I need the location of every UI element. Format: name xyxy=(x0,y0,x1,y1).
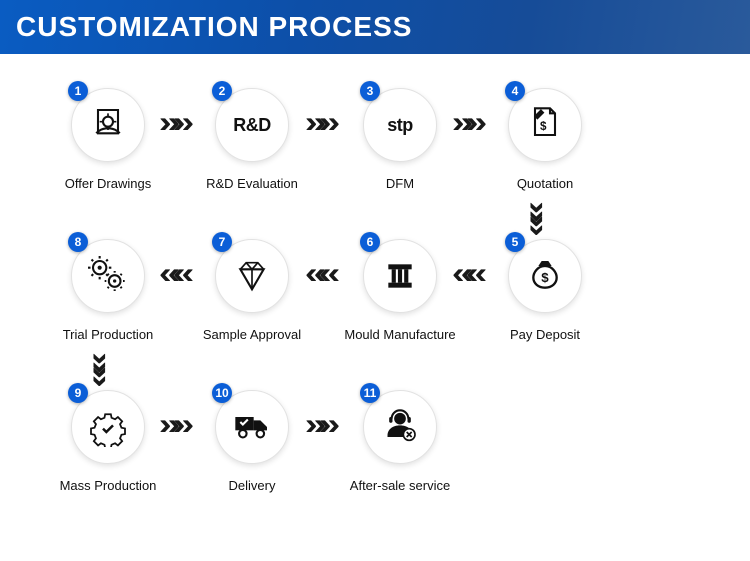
step-circle: 9 xyxy=(71,390,145,464)
step-5: 5 Pay Deposit xyxy=(490,239,600,342)
arrow-left: «« xyxy=(162,259,183,289)
arrow-left: «« xyxy=(455,259,476,289)
arrow-left: «« xyxy=(308,259,329,289)
invoice-icon xyxy=(525,105,565,145)
step-label: Sample Approval xyxy=(203,327,301,342)
step-label: Pay Deposit xyxy=(510,327,580,342)
step-7: 7 Sample Approval xyxy=(197,239,307,342)
step-label: DFM xyxy=(386,176,414,191)
step-badge: 1 xyxy=(68,81,88,101)
step-badge: 11 xyxy=(360,383,380,403)
step-circle: 10 xyxy=(215,390,289,464)
step-label: Delivery xyxy=(229,478,276,493)
step-badge: 6 xyxy=(360,232,380,252)
step-circle: 1 xyxy=(71,88,145,162)
mould-icon xyxy=(380,256,420,296)
diamond-icon xyxy=(232,256,272,296)
step-badge: 3 xyxy=(360,81,380,101)
step-badge: 2 xyxy=(212,81,232,101)
step-badge: 10 xyxy=(212,383,232,403)
support-icon xyxy=(380,407,420,447)
process-canvas: 1 Offer Drawings 2 R&D R&D Evaluation 3 … xyxy=(0,54,750,561)
arrow-right: »» xyxy=(308,410,329,440)
step-6: 6 Mould Manufacture xyxy=(345,239,455,342)
truck-icon xyxy=(232,407,272,447)
step-circle: 2 R&D xyxy=(215,88,289,162)
step-3: 3 stp DFM xyxy=(345,88,455,191)
step-circle: 11 xyxy=(363,390,437,464)
step-badge: 9 xyxy=(68,383,88,403)
step-4: 4 Quotation xyxy=(490,88,600,191)
step-circle: 5 xyxy=(508,239,582,313)
step-label: R&D Evaluation xyxy=(206,176,298,191)
step-label: After-sale service xyxy=(350,478,450,493)
arrow-right: »» xyxy=(162,410,183,440)
step-circle: 4 xyxy=(508,88,582,162)
cog-icon xyxy=(88,407,128,447)
header: CUSTOMIZATION PROCESS xyxy=(0,0,750,54)
step-label: Quotation xyxy=(517,176,573,191)
step-2: 2 R&D R&D Evaluation xyxy=(197,88,307,191)
blueprint-icon xyxy=(88,105,128,145)
arrow-right: »» xyxy=(162,108,183,138)
arrow-right: »» xyxy=(308,108,329,138)
arrow-down: »» xyxy=(523,204,553,225)
gears-icon xyxy=(88,256,128,296)
moneybag-icon xyxy=(525,256,565,296)
step-circle: 8 xyxy=(71,239,145,313)
step-11: 11 After-sale service xyxy=(345,390,455,493)
step-circle: 7 xyxy=(215,239,289,313)
step-label: Trial Production xyxy=(63,327,154,342)
step-circle: 3 stp xyxy=(363,88,437,162)
step-badge: 8 xyxy=(68,232,88,252)
step-badge: 7 xyxy=(212,232,232,252)
page-title: CUSTOMIZATION PROCESS xyxy=(16,11,412,43)
step-circle: 6 xyxy=(363,239,437,313)
arrow-down: »» xyxy=(86,355,116,376)
step-badge: 5 xyxy=(505,232,525,252)
step-10: 10 Delivery xyxy=(197,390,307,493)
step-badge: 4 xyxy=(505,81,525,101)
step-9: 9 Mass Production xyxy=(53,390,163,493)
step-8: 8 Trial Production xyxy=(53,239,163,342)
arrow-right: »» xyxy=(455,108,476,138)
step-label: Mass Production xyxy=(60,478,157,493)
step-label: Mould Manufacture xyxy=(344,327,455,342)
rd-icon: R&D xyxy=(233,115,271,136)
step-label: Offer Drawings xyxy=(65,176,151,191)
stp-icon: stp xyxy=(387,115,413,136)
step-1: 1 Offer Drawings xyxy=(53,88,163,191)
